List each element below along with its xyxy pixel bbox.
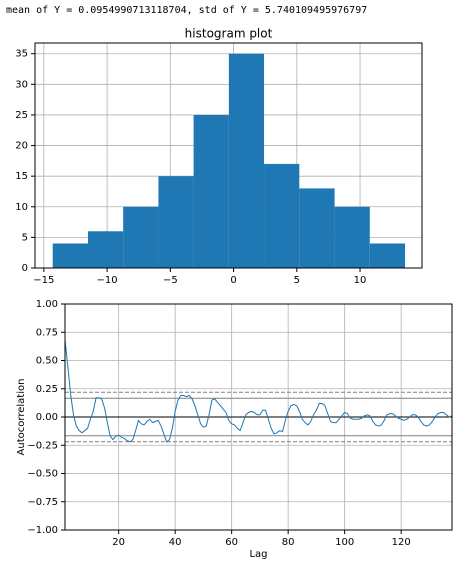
output-text: mean of Y = 0.0954990713118704, std of Y… bbox=[6, 5, 367, 16]
x-tick-label: −15 bbox=[33, 275, 54, 286]
y-tick-label: 25 bbox=[15, 110, 28, 121]
y-tick-label: 0.25 bbox=[36, 384, 58, 395]
y-tick-label: 1.00 bbox=[36, 299, 58, 310]
y-tick-label: 20 bbox=[15, 141, 28, 152]
y-axis-label: Autocorrelation bbox=[16, 379, 27, 456]
y-tick-label: 0.00 bbox=[36, 412, 58, 423]
x-tick-label: 120 bbox=[392, 537, 411, 548]
y-tick-label: −0.75 bbox=[27, 497, 58, 508]
x-axis-label: Lag bbox=[249, 549, 267, 560]
y-tick-label: −0.50 bbox=[27, 469, 58, 480]
y-tick-label: 10 bbox=[15, 202, 28, 213]
y-tick-label: 5 bbox=[22, 232, 28, 243]
y-tick-label: 15 bbox=[15, 171, 28, 182]
x-tick-label: 10 bbox=[354, 275, 367, 286]
x-tick-label: 100 bbox=[335, 537, 354, 548]
bar bbox=[123, 206, 159, 268]
y-tick-label: −0.25 bbox=[27, 440, 58, 451]
bar bbox=[87, 231, 124, 268]
y-tick-label: −1.00 bbox=[27, 525, 58, 536]
bar bbox=[264, 163, 300, 268]
y-tick-label: 0.50 bbox=[36, 356, 58, 367]
bar bbox=[158, 176, 194, 268]
bar bbox=[228, 53, 265, 268]
y-tick-label: 0.75 bbox=[36, 327, 58, 338]
x-tick-label: 60 bbox=[225, 537, 238, 548]
bar bbox=[369, 243, 406, 268]
bar bbox=[334, 206, 370, 268]
x-tick-label: 40 bbox=[169, 537, 182, 548]
x-tick-label: 20 bbox=[112, 537, 125, 548]
x-tick-label: −5 bbox=[163, 275, 178, 286]
y-tick-label: 30 bbox=[15, 79, 28, 90]
y-tick-label: 35 bbox=[15, 49, 28, 60]
x-tick-label: 0 bbox=[230, 275, 236, 286]
axes-frame bbox=[34, 42, 423, 269]
x-tick-label: −10 bbox=[97, 275, 118, 286]
bar bbox=[52, 243, 88, 268]
x-tick-label: 80 bbox=[282, 537, 295, 548]
y-tick-label: 0 bbox=[22, 263, 28, 274]
bar bbox=[193, 114, 229, 268]
axes-frame bbox=[64, 303, 453, 531]
bar bbox=[299, 188, 335, 268]
acf-line bbox=[64, 340, 453, 443]
chart-title: histogram plot bbox=[185, 27, 273, 41]
x-tick-label: 5 bbox=[294, 275, 300, 286]
